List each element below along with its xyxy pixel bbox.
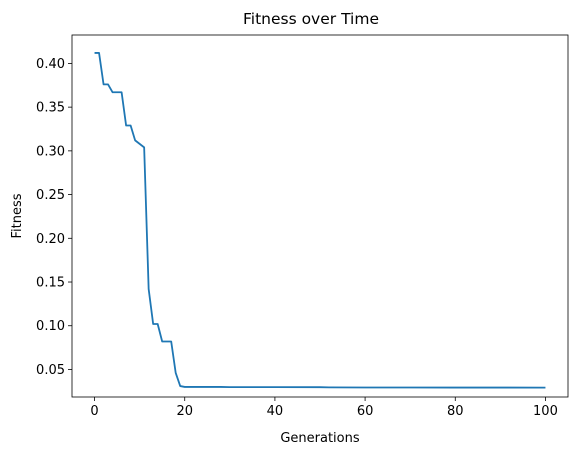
- y-tick-label: 0.05: [36, 363, 65, 378]
- y-tick-label: 0.25: [36, 188, 65, 203]
- y-tick-label: 0.40: [36, 57, 65, 72]
- y-tick-label: 0.15: [36, 276, 65, 291]
- x-tick-label: 40: [267, 404, 284, 419]
- series-layer: [94, 52, 546, 389]
- x-axis-label: Generations: [280, 431, 360, 446]
- y-tick-label: 0.30: [36, 144, 65, 159]
- y-tick-label: 0.35: [36, 101, 65, 116]
- fitness-series-line: [94, 52, 546, 389]
- x-tick-label: 100: [533, 404, 558, 419]
- plot-area: [71, 34, 569, 398]
- chart-title: Fitness over Time: [243, 10, 379, 28]
- x-tick-label: 80: [447, 404, 464, 419]
- x-tick-label: 60: [357, 404, 374, 419]
- y-axis: 0.05 0.10 0.15 0.20 0.25 0.30 0.35 0.40: [36, 57, 72, 378]
- x-tick-label: 20: [176, 404, 193, 419]
- y-tick-label: 0.10: [36, 319, 65, 334]
- x-axis: 0 20 40 60 80 100: [90, 397, 558, 419]
- x-tick-label: 0: [90, 404, 98, 419]
- y-tick-label: 0.20: [36, 232, 65, 247]
- y-axis-label: Fitness: [10, 193, 25, 238]
